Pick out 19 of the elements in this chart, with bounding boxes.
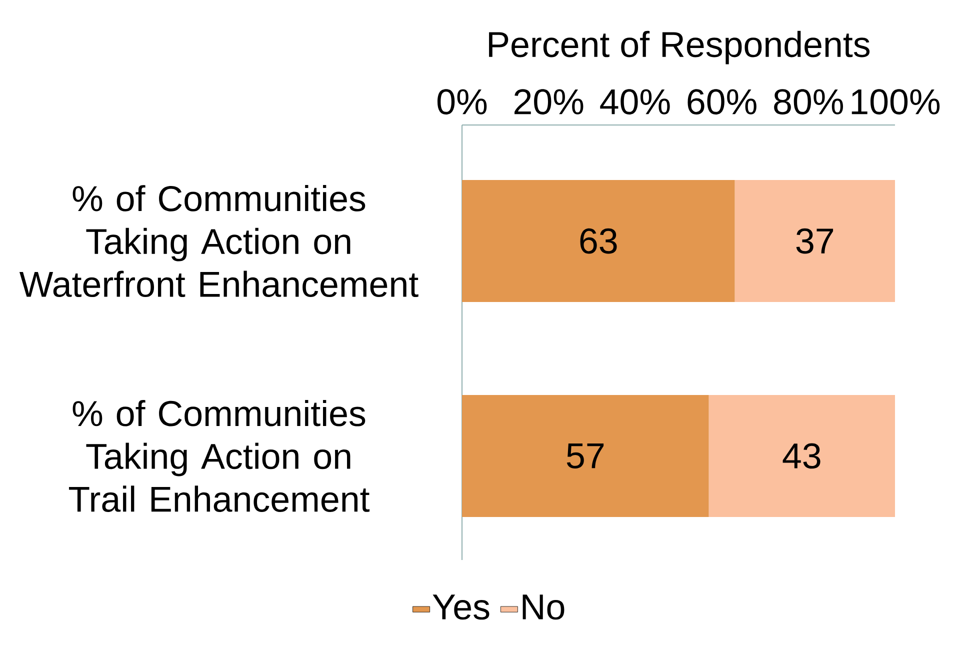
data-label: 63 (580, 228, 617, 254)
data-label: 57 (566, 443, 604, 468)
y-tick-label: % of Communities Taking Action on Trail Enhancement (68, 400, 370, 512)
x-tick-label: 60% (688, 89, 756, 114)
data-label: 37 (796, 228, 834, 254)
x-tick-label: 20% (514, 89, 584, 114)
bar (462, 180, 735, 302)
x-tick-label: 100% (852, 89, 940, 114)
x-tick-label: 40% (600, 89, 670, 114)
legend-label: Yes (432, 594, 490, 620)
legend-label: No (522, 594, 564, 620)
bar (708, 394, 896, 517)
x-axis-title: Percent of Respondents (489, 30, 870, 64)
bar (462, 394, 709, 517)
x-tick-label: 0% (437, 89, 487, 114)
x-tick-label: 80% (774, 89, 844, 114)
bar (734, 180, 896, 302)
y-tick-label: % of Communities Taking Action on Waterfront Enhancement (19, 185, 418, 298)
data-label: 43 (782, 443, 820, 469)
